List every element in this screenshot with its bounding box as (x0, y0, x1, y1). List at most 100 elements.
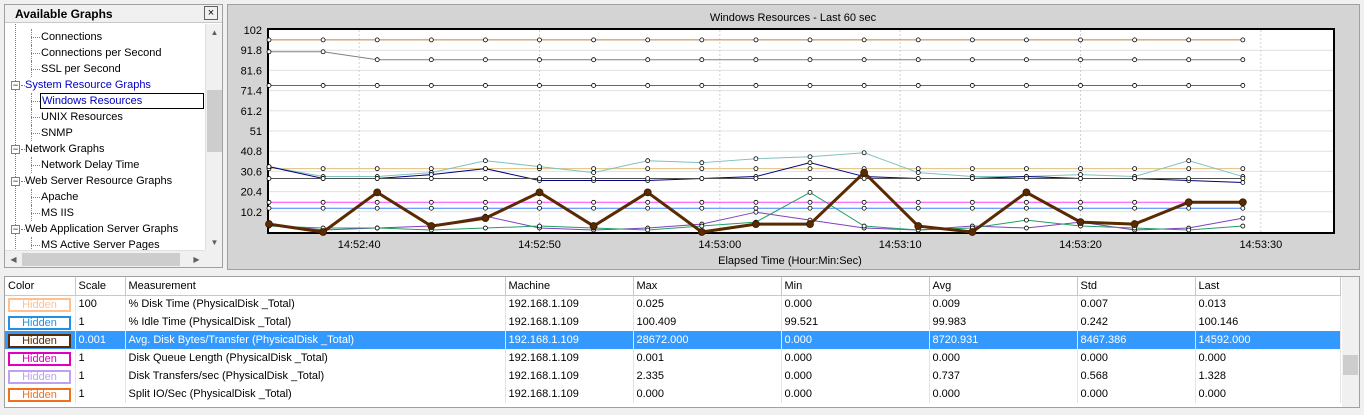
series-point (1024, 57, 1029, 63)
series-point (1024, 205, 1029, 211)
cell-last: 14592.000 (1195, 331, 1341, 349)
scroll-right-icon[interactable]: ▶ (193, 255, 200, 264)
series-point (374, 205, 380, 211)
tree-vscroll-thumb[interactable] (207, 90, 222, 152)
table-row[interactable]: Hidden 100% Disk Time (PhysicalDisk _Tota… (5, 295, 1341, 313)
cell-scale: 1 (75, 349, 126, 367)
table-row[interactable]: Hidden 1 Disk Queue Length (PhysicalDisk _… (5, 349, 1341, 367)
series-point (969, 37, 975, 43)
series-point (969, 199, 975, 205)
tree-item-label: Connections (41, 31, 103, 43)
tree-item-label: MS IIS (41, 207, 75, 219)
color-cell[interactable]: Hidden (5, 349, 76, 367)
color-cell[interactable]: Hidden (5, 331, 76, 349)
collapse-icon[interactable]: − (11, 144, 20, 154)
color-cell[interactable]: Hidden (5, 295, 76, 313)
collapse-icon[interactable]: − (11, 176, 20, 186)
cell-std: 8467.386 (1077, 331, 1196, 349)
table-vertical-scrollbar[interactable] (1342, 277, 1359, 407)
scroll-left-icon[interactable]: ◀ (10, 255, 17, 264)
color-swatch-button[interactable]: Hidden (8, 333, 71, 348)
table-row[interactable]: Hidden 0.001 Avg. Disk Bytes/Transfer (Phy… (5, 331, 1341, 349)
series-point (753, 57, 759, 63)
tree-group-system-resource-graphs[interactable]: System Resource Graphs (25, 77, 151, 93)
tree-item-label: Web Application Server Graphs (25, 223, 179, 235)
series-point (591, 37, 597, 43)
table-row[interactable]: Hidden 1% Idle Time (PhysicalDisk _Total)… (5, 313, 1341, 331)
available-graphs-panel: Available Graphs × Connections Connection… (4, 4, 223, 268)
cell-scale: 1 (75, 313, 126, 331)
series-point (645, 83, 651, 88)
tree-item-ms-iis[interactable]: MS IIS (41, 205, 74, 221)
tree-vertical-scrollbar[interactable]: ▲ ▼ (205, 24, 222, 251)
collapse-icon[interactable]: − (11, 224, 20, 234)
y-tick-label: 102 (244, 25, 262, 37)
column-header-avg[interactable]: Avg (929, 277, 1078, 296)
tree-group-network-graphs[interactable]: Network Graphs (25, 141, 104, 157)
tree-item-unix-resources[interactable]: UNIX Resources (41, 109, 123, 125)
tree-item-windows-resources[interactable]: Windows Resources (40, 93, 204, 109)
tree-hscroll-thumb[interactable] (22, 253, 180, 266)
chart-canvas: Windows Resources - Last 60 sec 102 91.8 8… (241, 12, 1335, 267)
scroll-down-icon[interactable]: ▼ (210, 238, 219, 247)
color-swatch-button[interactable]: Hidden (8, 297, 71, 312)
tree-item-apache[interactable]: Apache (41, 189, 78, 205)
tree-item-label: MS Active Server Pages (41, 239, 160, 251)
cell-machine: 192.168.1.109 (505, 331, 634, 349)
series-point (1186, 57, 1192, 63)
table-row[interactable]: Hidden 1 Disk Transfers/sec (PhysicalDisk … (5, 367, 1341, 385)
collapse-icon[interactable]: − (11, 80, 20, 90)
column-header-last[interactable]: Last (1195, 277, 1341, 296)
series-point (861, 223, 867, 229)
tree-group-web-application-server-graphs[interactable]: Web Application Server Graphs (25, 221, 178, 237)
series-point (428, 166, 434, 172)
tree-item-ms-active-server-pages[interactable]: MS Active Server Pages (41, 237, 160, 251)
color-cell[interactable]: Hidden (5, 313, 76, 331)
tree-item-ssl-per-second[interactable]: SSL per Second (41, 61, 121, 77)
series-point (483, 205, 488, 211)
column-header-max[interactable]: Max (633, 277, 782, 296)
tree-connector (15, 24, 16, 251)
color-swatch-button[interactable]: Hidden (8, 315, 71, 330)
column-header-machine[interactable]: Machine (505, 277, 634, 296)
column-header-min[interactable]: Min (781, 277, 930, 296)
scroll-up-icon[interactable]: ▲ (210, 28, 219, 37)
color-swatch-button[interactable]: Hidden (8, 351, 71, 366)
series-point (1132, 199, 1138, 205)
y-tick-label: 71.4 (241, 86, 262, 98)
tree-horizontal-scrollbar[interactable]: ◀ ▶ (5, 250, 205, 267)
series-point (807, 57, 813, 63)
column-header-std[interactable]: Std (1077, 277, 1196, 296)
tree-item-connections-per-second[interactable]: Connections per Second (41, 45, 161, 61)
series-point (374, 83, 380, 88)
tree-connector (21, 229, 25, 230)
tree-item-network-delay-time[interactable]: Network Delay Time (41, 157, 139, 173)
tree-item-snmp[interactable]: SNMP (41, 125, 73, 141)
table-vscroll-thumb[interactable] (1343, 355, 1358, 375)
tree-item-label: Network Graphs (25, 143, 105, 155)
column-header-measurement[interactable]: Measurement (125, 277, 506, 296)
series-point (807, 83, 813, 88)
color-cell[interactable]: Hidden (5, 367, 76, 385)
series-point (645, 227, 651, 233)
color-cell[interactable]: Hidden (5, 385, 76, 403)
table-row[interactable]: Hidden 1 Split IO/Sec (PhysicalDisk _Total… (5, 385, 1341, 403)
available-graphs-title: Available Graphs (15, 7, 113, 21)
series-point (1240, 215, 1246, 221)
column-header-color[interactable]: Color (5, 277, 76, 296)
series-point (645, 57, 651, 63)
tree-connector (31, 133, 40, 134)
cell-machine: 192.168.1.109 (505, 313, 634, 331)
series-point (537, 37, 542, 43)
column-header-scale[interactable]: Scale (75, 277, 126, 296)
close-icon[interactable]: × (204, 6, 218, 20)
tree-item-connections[interactable]: Connections (41, 29, 102, 45)
cell-avg: 0.000 (929, 349, 1078, 367)
series-point (428, 199, 434, 205)
color-swatch-button[interactable]: Hidden (8, 369, 71, 384)
tree-group-web-server-resource-graphs[interactable]: Web Server Resource Graphs (25, 173, 172, 189)
color-swatch-button[interactable]: Hidden (8, 387, 71, 402)
tree-connector (31, 29, 32, 45)
series-point (374, 57, 380, 63)
tree-connector (21, 149, 25, 150)
